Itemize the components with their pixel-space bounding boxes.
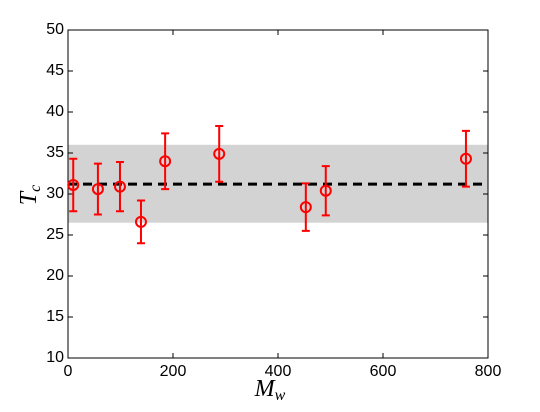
y-tick-label: 30 <box>46 185 64 202</box>
x-axis-label: Mw <box>254 376 286 404</box>
point <box>67 178 80 191</box>
error-bar <box>161 132 170 191</box>
point <box>113 180 126 193</box>
x-tick-label: 600 <box>370 363 397 380</box>
point <box>459 152 472 165</box>
error-bar <box>215 124 224 183</box>
error-bar <box>136 199 145 245</box>
x-label-main: M <box>254 376 277 402</box>
point <box>299 201 312 214</box>
point <box>159 155 172 168</box>
error-bar <box>461 129 470 188</box>
x-label-sub: w <box>275 387 286 404</box>
error-bar <box>69 157 78 213</box>
error-bar <box>301 182 310 232</box>
y-tick-label: 40 <box>46 103 64 120</box>
point <box>213 147 226 160</box>
y-label-sub: c <box>27 185 44 192</box>
y-axis-label: Tc <box>16 185 44 205</box>
y-tick-label: 45 <box>46 62 64 79</box>
x-tick-label: 200 <box>160 363 187 380</box>
x-tick-label: 800 <box>475 363 502 380</box>
error-bar <box>115 161 124 213</box>
y-tick-label: 25 <box>46 226 64 243</box>
x-tick-label: 400 <box>265 363 292 380</box>
point <box>319 184 332 197</box>
plot-frame <box>67 29 489 359</box>
y-tick-label: 35 <box>46 144 64 161</box>
point <box>134 215 147 228</box>
x-tick-label: 0 <box>64 363 73 380</box>
y-tick-label: 15 <box>46 308 64 325</box>
y-tick-label: 10 <box>46 349 64 366</box>
error-bar <box>93 162 102 216</box>
point <box>91 183 104 196</box>
error-bar <box>321 165 330 217</box>
y-tick-label: 50 <box>46 21 64 38</box>
y-tick-label: 20 <box>46 267 64 284</box>
y-label-main: T <box>16 190 42 205</box>
